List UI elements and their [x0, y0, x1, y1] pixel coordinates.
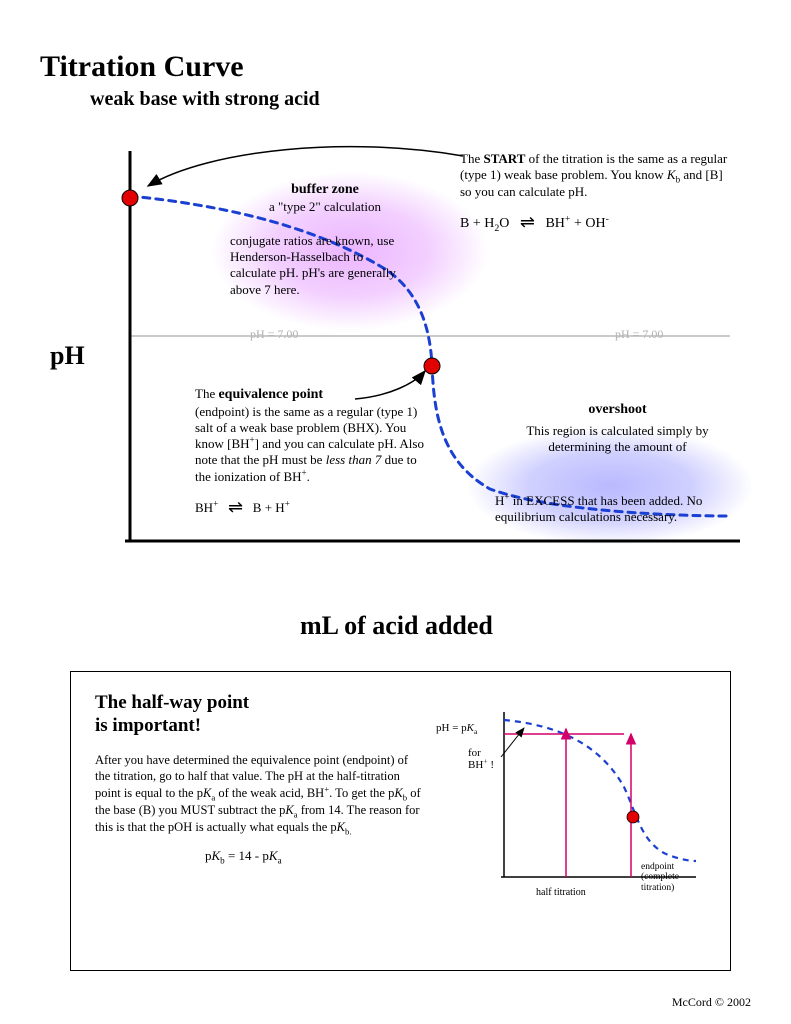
- start-point: [122, 190, 138, 206]
- start-annotation: The START of the titration is the same a…: [460, 151, 730, 232]
- equivalence-point: [424, 358, 440, 374]
- footer-credit: McCord © 2002: [672, 995, 751, 1010]
- page-title: Titration Curve: [40, 50, 751, 84]
- mini-chart: pH = pKa for BH+ ! half titration endpoi…: [436, 702, 706, 922]
- main-chart: pH = 7.00 pH = 7.00 pH mL: [70, 141, 770, 601]
- equivalence-annotation: The equivalence point (endpoint) is the …: [195, 386, 425, 517]
- x-axis-label: mL of acid added: [300, 611, 493, 641]
- halfway-box: The half-way pointis important! After yo…: [70, 671, 731, 971]
- halfway-body: After you have determined the equivalenc…: [95, 752, 425, 836]
- page-subtitle: weak base with strong acid: [90, 88, 751, 111]
- y-axis-label: pH: [50, 341, 85, 371]
- overshoot-annotation: overshoot This region is calculated simp…: [495, 401, 740, 526]
- buffer-annotation: buffer zone a "type 2" calculation conju…: [230, 181, 420, 298]
